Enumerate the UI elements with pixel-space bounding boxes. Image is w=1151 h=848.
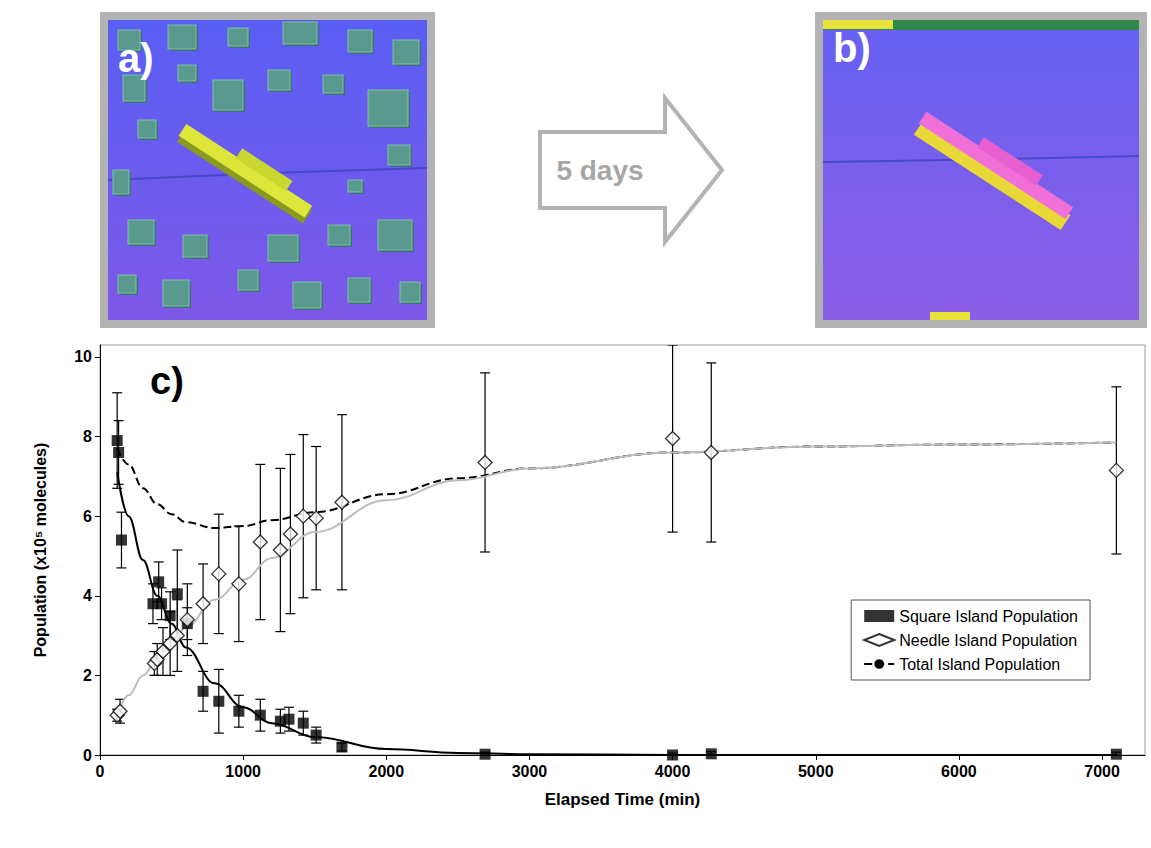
svg-text:2: 2 <box>83 667 92 684</box>
svg-text:a): a) <box>118 36 154 80</box>
svg-text:4000: 4000 <box>655 763 691 780</box>
svg-text:8: 8 <box>83 428 92 445</box>
svg-text:0: 0 <box>96 763 105 780</box>
svg-text:10: 10 <box>74 348 92 365</box>
svg-text:b): b) <box>833 26 871 70</box>
svg-text:2000: 2000 <box>369 763 405 780</box>
svg-text:0: 0 <box>83 747 92 764</box>
svg-text:Needle Island Population: Needle Island Population <box>899 632 1077 649</box>
svg-text:3000: 3000 <box>512 763 548 780</box>
svg-text:c): c) <box>150 360 184 402</box>
svg-text:5000: 5000 <box>798 763 834 780</box>
svg-text:Elapsed Time (min): Elapsed Time (min) <box>545 790 701 809</box>
svg-text:6: 6 <box>83 508 92 525</box>
svg-text:Square Island Population: Square Island Population <box>899 608 1078 625</box>
svg-text:5 days: 5 days <box>556 155 643 186</box>
svg-text:Population (x10⁵ molecules): Population (x10⁵ molecules) <box>32 443 49 658</box>
svg-text:7000: 7000 <box>1084 763 1120 780</box>
svg-text:Total Island Population: Total Island Population <box>899 656 1060 673</box>
svg-text:4: 4 <box>83 587 92 604</box>
svg-text:6000: 6000 <box>941 763 977 780</box>
svg-text:1000: 1000 <box>225 763 261 780</box>
